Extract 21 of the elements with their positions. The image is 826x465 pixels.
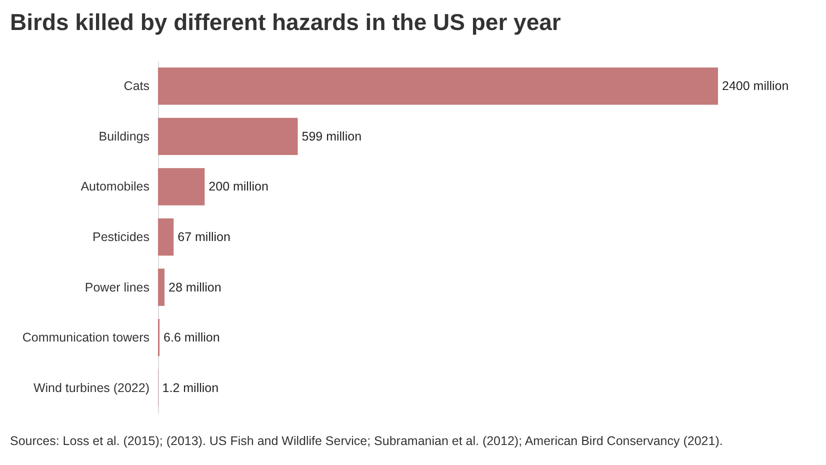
data-label: 28 million	[168, 280, 222, 294]
data-label: 1.2 million	[162, 380, 219, 395]
data-label: 6.6 million	[164, 330, 220, 345]
bar	[158, 268, 165, 306]
data-label: 2400 million	[722, 79, 789, 94]
y-tick-label: Buildings	[98, 129, 150, 144]
data-label: 67 million	[178, 230, 230, 244]
bar	[158, 68, 718, 105]
y-tick-label: Wind turbines (2022)	[33, 380, 150, 395]
y-tick-label: Automobiles	[80, 180, 150, 194]
source-note: Sources: Loss et al. (2015); (2013). US Fish and Wildlife Service; Subramanian et al. (2012); American Bird Conservancy (2021).	[10, 434, 723, 448]
data-label: 599 million	[302, 129, 362, 144]
data-label: 200 million	[208, 180, 268, 194]
bar	[158, 218, 174, 256]
y-tick-label: Communication towers	[22, 330, 150, 345]
y-tick-label: Pesticides	[92, 230, 150, 244]
y-tick-label: Power lines	[84, 280, 150, 294]
bar	[158, 168, 205, 206]
y-tick-label: Cats	[124, 79, 150, 94]
bar	[158, 118, 298, 156]
chart-title: Birds killed by different hazards in the US per year	[10, 9, 561, 35]
